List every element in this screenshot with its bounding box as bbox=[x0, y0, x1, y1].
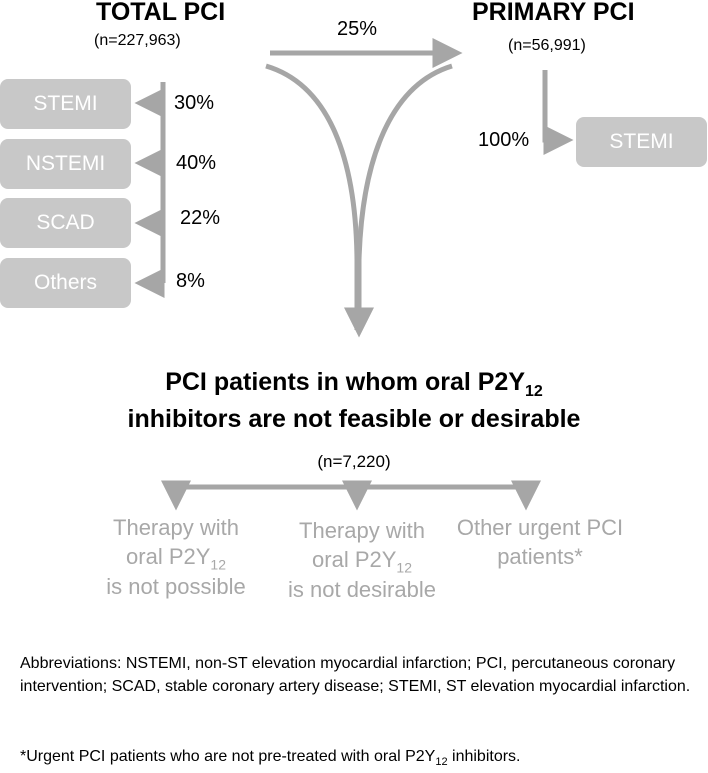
category-box-scad: SCAD bbox=[0, 198, 131, 248]
category-label: STEMI bbox=[33, 92, 98, 115]
primary-stemi-box: STEMI bbox=[576, 117, 707, 167]
category-label: NSTEMI bbox=[25, 152, 106, 175]
stemi-share-label: 100% bbox=[478, 129, 530, 151]
subgroup-not-desirable: Therapy with oral P2Y12 is not desirable bbox=[288, 518, 436, 603]
asterisk-footnote: *Urgent PCI patients who are not pre-tre… bbox=[20, 748, 521, 769]
subgroup-not-possible: Therapy with oral P2Y12 is not possible bbox=[106, 515, 246, 600]
funnel-curve-right bbox=[344, 63, 453, 338]
category-label: SCAD bbox=[36, 211, 95, 234]
target-population-n: (n=7,220) bbox=[317, 452, 391, 471]
category-pct: 30% bbox=[174, 92, 215, 114]
primary-stemi-label: STEMI bbox=[609, 130, 674, 153]
abbreviations-note: Abbreviations: NSTEMI, non-ST elevation … bbox=[20, 655, 691, 696]
total-pci-n: (n=227,963) bbox=[94, 32, 181, 49]
primary-pci-title: PRIMARY PCI bbox=[472, 0, 635, 26]
target-title-line1: PCI patients in whom oral P2Y12 bbox=[165, 368, 543, 400]
category-box-others: Others bbox=[0, 258, 131, 308]
target-population-title: PCI patients in whom oral P2Y12 inhibito… bbox=[0, 366, 708, 436]
category-pct: 22% bbox=[180, 207, 221, 229]
arrow-primary-to-stemi bbox=[542, 70, 574, 155]
category-box-nstemi: NSTEMI bbox=[0, 139, 131, 189]
subgroup-other-urgent: Other urgent PCI patients* bbox=[456, 515, 624, 569]
primary-share-label: 25% bbox=[337, 18, 378, 40]
total-pci-title: TOTAL PCI bbox=[96, 0, 226, 26]
funnel-curve-left bbox=[265, 63, 360, 330]
category-box-stemi: STEMI bbox=[0, 79, 131, 129]
category-pct: 8% bbox=[176, 270, 205, 292]
category-label: Others bbox=[33, 271, 98, 294]
category-pct: 40% bbox=[176, 152, 217, 174]
target-title-line2: inhibitors are not feasible or desirable bbox=[127, 404, 581, 433]
primary-pci-n: (n=56,991) bbox=[508, 37, 586, 54]
